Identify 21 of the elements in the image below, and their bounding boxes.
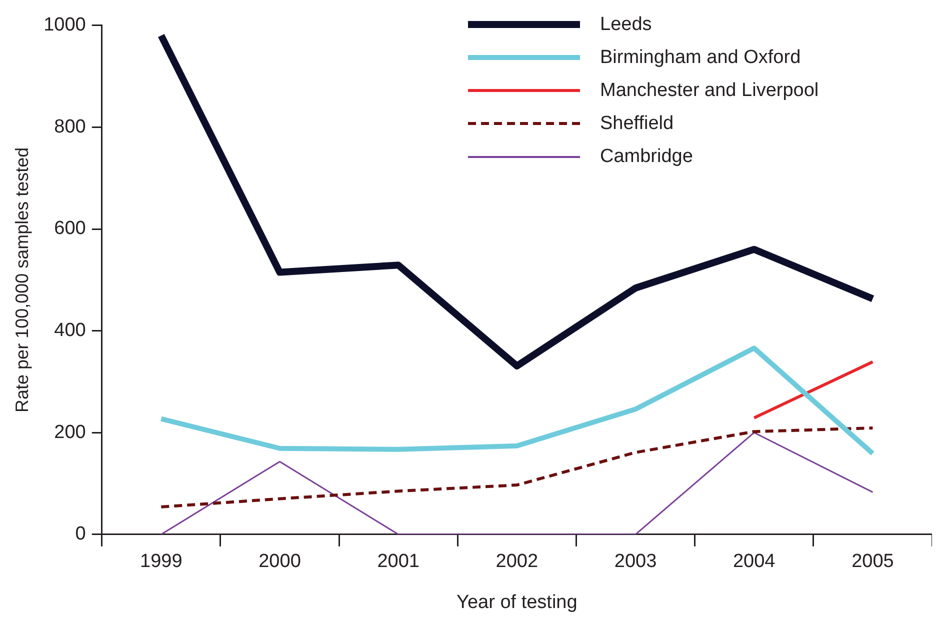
y-tick-label: 400 (54, 320, 86, 342)
x-tick-label: 2001 (377, 551, 420, 572)
x-tick-label: 2005 (852, 551, 894, 572)
legend-label: Manchester and Liverpool (600, 80, 819, 102)
y-tick-label: 0 (75, 524, 86, 545)
y-tick-label: 1000 (44, 14, 86, 36)
x-tick-label: 2003 (614, 551, 657, 572)
legend-label: Sheffield (600, 112, 674, 134)
x-tick-label: 2004 (732, 551, 776, 572)
x-tick-label: 1999 (140, 551, 182, 572)
x-tick-label: 2002 (496, 551, 538, 572)
y-axis-title: Rate per 100,000 samples tested (12, 147, 32, 412)
y-tick-label: 600 (54, 218, 86, 240)
legend-label: Leeds (600, 14, 652, 36)
x-axis-title: Year of testing (456, 592, 578, 613)
legend-label: Birmingham and Oxford (600, 46, 801, 68)
legend-label: Cambridge (600, 146, 693, 168)
y-tick-label: 200 (54, 422, 86, 443)
x-tick-label: 2000 (258, 551, 301, 572)
line-series (160, 426, 874, 508)
y-tick-label: 800 (54, 116, 86, 138)
